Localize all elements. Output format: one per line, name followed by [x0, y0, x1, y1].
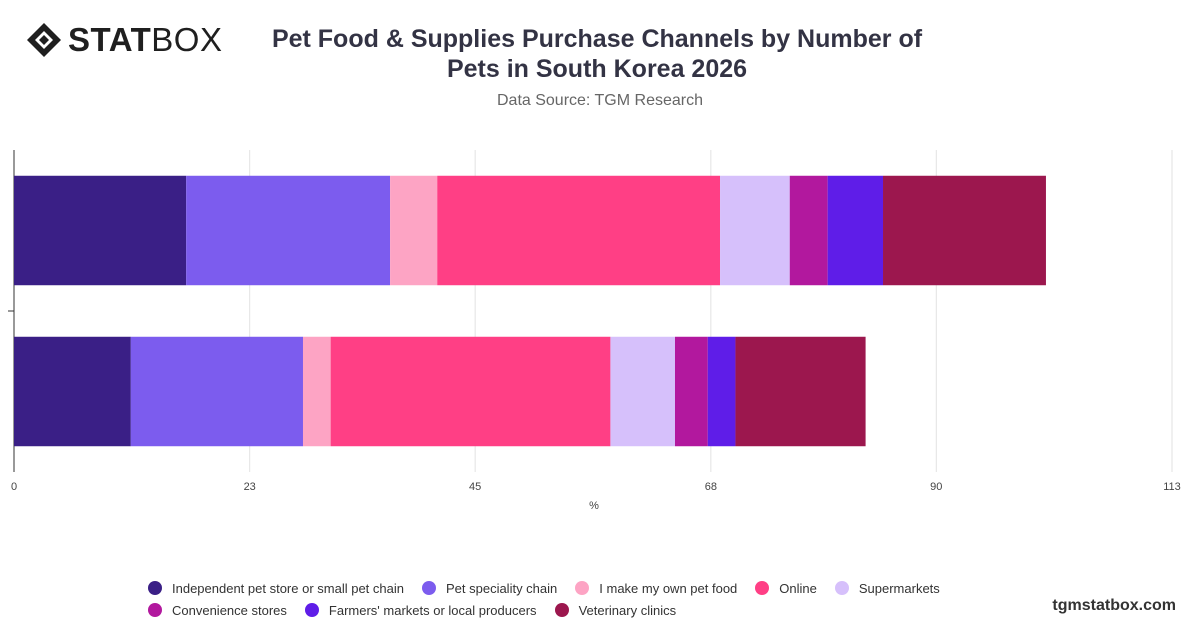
x-tick-label: 23 [244, 481, 256, 493]
diamond-logo-icon [27, 23, 61, 57]
bar-segment [735, 336, 866, 447]
bar-segment [390, 175, 438, 286]
logo-light-text: BOX [151, 21, 223, 58]
legend-swatch [148, 603, 162, 617]
bar-segment [130, 336, 303, 447]
legend-swatch [834, 581, 849, 595]
bar-segment [14, 336, 131, 447]
legend-label: I make my own pet food [599, 580, 738, 596]
legend-item[interactable]: I make my own pet food [575, 580, 737, 596]
legend-swatch [148, 581, 162, 595]
legend-item[interactable]: Convenience stores [148, 602, 287, 618]
legend-swatch [755, 581, 770, 595]
footer-site-url: tgmstatbox.com [1052, 597, 1176, 614]
bar-segment [330, 336, 611, 447]
legend-label: Farmers' markets or local producers [328, 602, 537, 618]
bar-segment [302, 336, 331, 447]
legend-label: Convenience stores [172, 602, 287, 618]
legend-item[interactable]: Independent pet store or small pet chain [148, 580, 404, 596]
legend-label: Veterinary clinics [578, 602, 677, 618]
x-tick-label: 0 [11, 481, 17, 493]
x-tick-label: 45 [469, 481, 481, 493]
legend-item[interactable]: Online [755, 580, 817, 596]
legend-item[interactable]: Veterinary clinics [554, 602, 677, 618]
legend-label: Online [779, 580, 817, 596]
legend-swatch [575, 581, 590, 595]
chart-title: Pet Food & Supplies Purchase Channels by… [262, 24, 932, 84]
legend-swatch [421, 581, 436, 595]
statbox-logo: STATBOX [26, 22, 222, 58]
bar-segment [610, 336, 675, 447]
legend-label: Independent pet store or small pet chain [172, 580, 404, 596]
legend-item[interactable]: Farmers' markets or local producers [304, 602, 537, 618]
x-tick-label: 113 [1163, 481, 1181, 493]
bar-segment [186, 175, 391, 286]
bar-segment [720, 175, 790, 286]
bar-segment [14, 175, 187, 286]
legend-item[interactable]: Pet speciality chain [421, 580, 558, 596]
bar-segment [827, 175, 884, 286]
bar-segment [789, 175, 828, 286]
bar-segment [437, 175, 721, 286]
x-tick-label: 90 [930, 481, 942, 493]
logo-bold-text: STAT [68, 21, 152, 58]
legend-item[interactable]: Supermarkets [834, 580, 940, 596]
chart-title-line1: Pet Food & Supplies Purchase Channels by… [271, 25, 923, 53]
x-axis-label: % [589, 500, 599, 512]
legend-swatch [304, 603, 319, 617]
chart-legend: Independent pet store or small pet chain… [148, 580, 1078, 618]
legend-label: Pet speciality chain [445, 580, 558, 596]
x-tick-label: 68 [705, 481, 717, 493]
legend-label: Supermarkets [858, 580, 940, 596]
chart-subtitle: Data Source: TGM Research [496, 92, 703, 109]
logo-text: STATBOX [68, 22, 222, 58]
legend-swatch [554, 603, 569, 617]
bar-segment [883, 175, 1046, 286]
chart-title-line2: Pets in South Korea 2026 [446, 55, 748, 83]
bar-segment [707, 336, 736, 447]
bar-segment [674, 336, 708, 447]
